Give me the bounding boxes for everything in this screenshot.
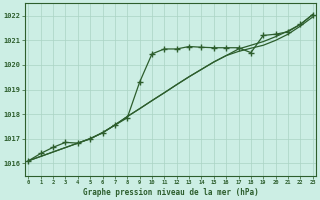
X-axis label: Graphe pression niveau de la mer (hPa): Graphe pression niveau de la mer (hPa) [83, 188, 259, 197]
